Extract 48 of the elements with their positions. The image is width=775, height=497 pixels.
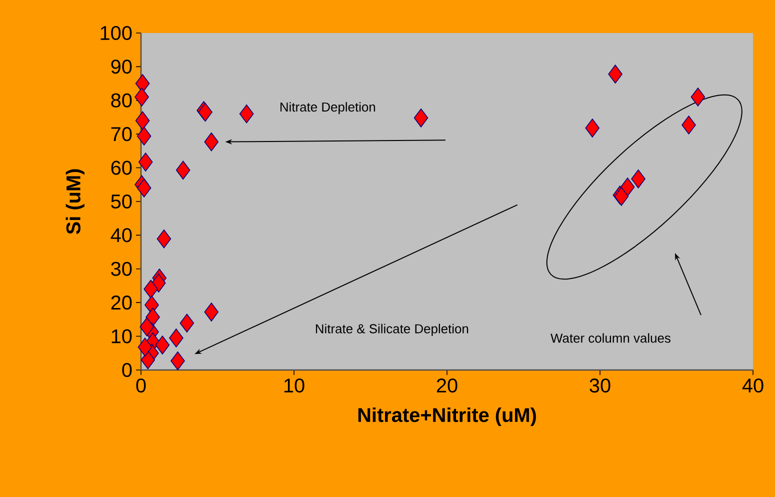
point xyxy=(631,170,646,188)
point xyxy=(140,350,156,370)
y-tick-label: 40 xyxy=(110,228,132,242)
point xyxy=(138,152,153,172)
y-tick-label: 90 xyxy=(111,60,132,74)
y-tick-label: 20 xyxy=(111,296,132,310)
point xyxy=(176,160,190,180)
point xyxy=(204,302,219,322)
y-tick-label: 80 xyxy=(111,93,132,108)
point xyxy=(135,74,150,93)
x-tick-label: 20 xyxy=(436,378,458,393)
point xyxy=(414,108,428,128)
point xyxy=(585,118,600,138)
point xyxy=(144,280,158,299)
y-tick-label: 30 xyxy=(111,262,132,276)
x-tick-label: 30 xyxy=(590,378,610,393)
annotation: Nitrate & Silicate Depletion xyxy=(316,324,468,336)
y-tick-label: 100 xyxy=(100,26,132,40)
point xyxy=(134,88,149,106)
point xyxy=(136,178,152,198)
y-tick-label: 0 xyxy=(122,362,132,378)
point xyxy=(239,104,254,124)
point xyxy=(138,338,152,356)
point xyxy=(146,308,160,326)
y-tick-label: 10 xyxy=(112,329,132,344)
point xyxy=(140,317,154,336)
point xyxy=(180,314,194,333)
point xyxy=(136,126,152,146)
point xyxy=(156,229,172,248)
point xyxy=(155,336,170,354)
y-axis-title: Si (uM) xyxy=(66,169,84,234)
annotation: Nitrate Depletion xyxy=(280,102,376,114)
point xyxy=(620,178,635,196)
point xyxy=(170,351,185,370)
y-tick-label: 70 xyxy=(111,127,132,142)
x-tick-label: 10 xyxy=(284,378,304,393)
y-tick-label: 60 xyxy=(111,160,132,175)
x-tick-label: 0 xyxy=(136,378,146,393)
x-axis-title: Nitrate+Nitrite (uM) xyxy=(358,407,536,426)
point xyxy=(682,116,696,134)
point xyxy=(169,328,184,348)
annotation: Water column values xyxy=(550,333,670,343)
y-tick-label: 50 xyxy=(111,194,132,209)
point xyxy=(608,64,622,84)
point xyxy=(204,132,219,152)
x-tick-label: 40 xyxy=(742,378,764,393)
point xyxy=(690,88,706,106)
point xyxy=(135,111,150,130)
